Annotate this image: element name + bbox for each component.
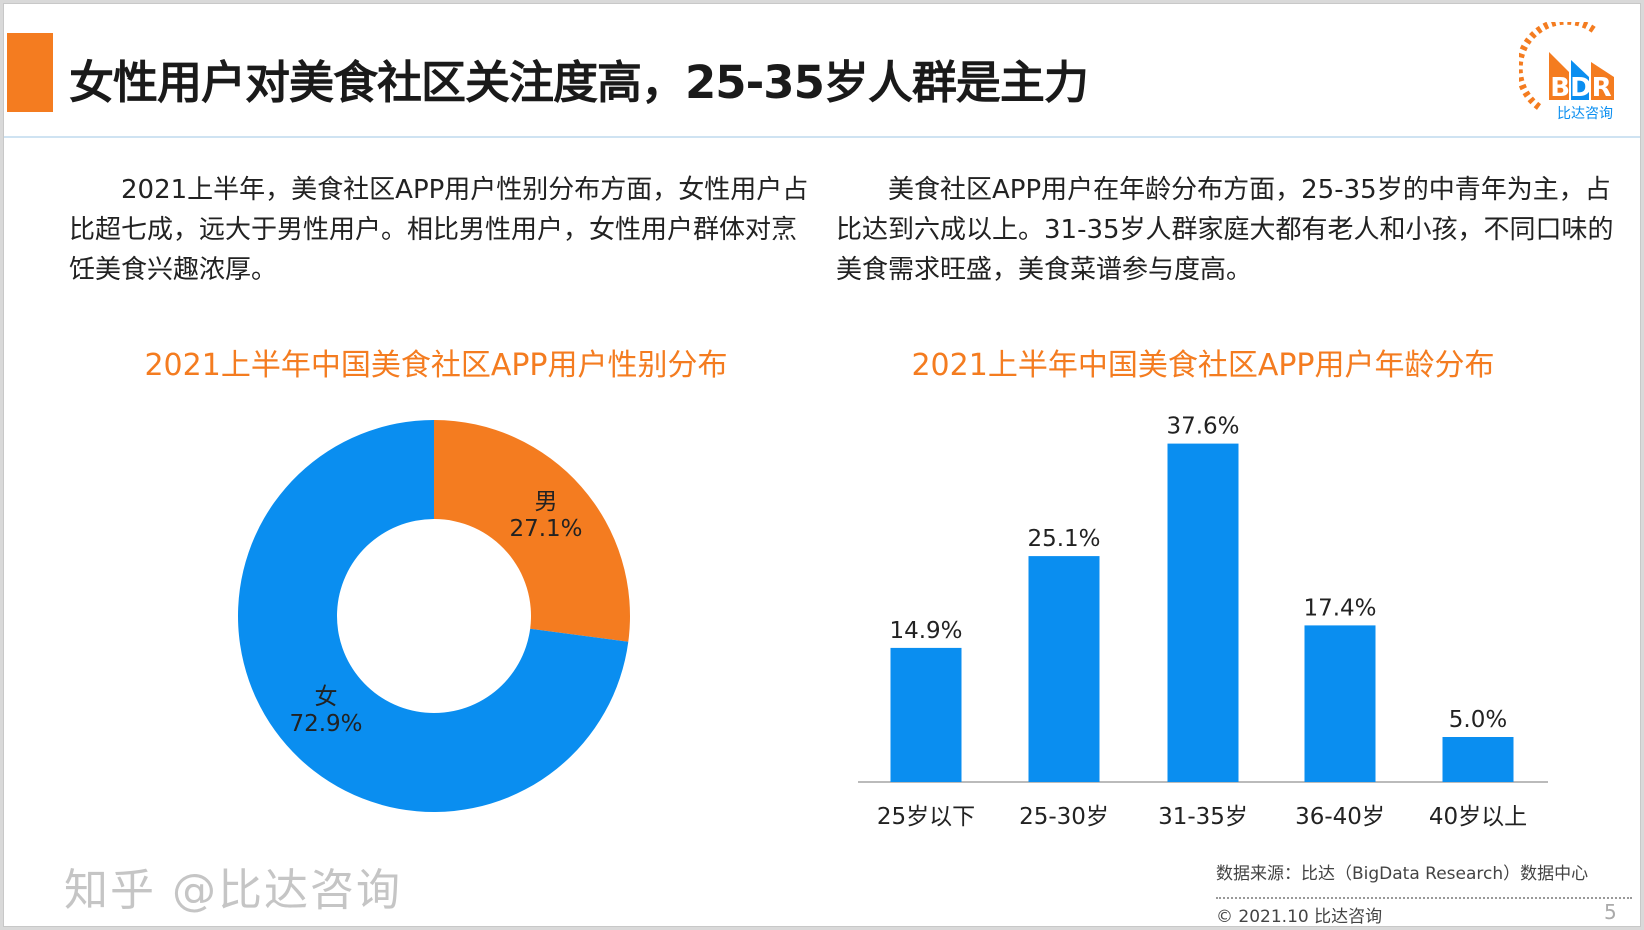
bar-data-label: 25.1% [1027,526,1100,552]
footer-divider [1216,897,1632,899]
slice-value: 27.1% [509,516,582,542]
bar-data-label: 5.0% [1449,707,1507,733]
copyright: © 2021.10 比达咨询 [1216,907,1383,927]
bdr-logo: BDR 比达咨询 [1519,22,1629,122]
bar-data-label: 14.9% [889,618,962,644]
gender-chart-title: 2021上半年中国美食社区APP用户性别分布 [144,348,728,383]
gender-description: 2021上半年，美食社区APP用户性别分布方面，女性用户占比超七成，远大于男性用… [69,175,809,285]
header-divider [4,136,1640,138]
data-source: 数据来源：比达（BigData Research）数据中心 [1216,864,1589,884]
page-number: 5 [1604,900,1617,924]
bar [1028,556,1100,782]
age-chart-title: 2021上半年中国美食社区APP用户年龄分布 [911,348,1495,383]
watermark: 知乎 @比达咨询 [64,865,402,916]
x-tick-label: 25岁以下 [877,804,975,830]
title-accent-bar [7,33,53,112]
charts-canvas: 男27.1% 女72.9% 14.9% 25岁以下 25.1% 25-30岁 37.6% 31… [238,414,1548,830]
age-description: 美食社区APP用户在年龄分布方面，25-35岁的中青年为主，占比达到六成以上。3… [836,175,1614,285]
bar [890,647,962,782]
donut-slice [434,420,630,642]
slice-label: 男 [535,489,558,515]
bar-data-label: 37.6% [1166,414,1239,440]
bar-data-label: 17.4% [1303,595,1376,621]
x-tick-label: 40岁以上 [1429,804,1527,830]
logo-subtitle: 比达咨询 [1557,106,1613,122]
x-tick-label: 31-35岁 [1158,804,1248,830]
donut-slice [238,420,629,812]
bar [1304,625,1376,782]
bar [1167,443,1239,782]
logo-text: BDR [1550,73,1611,103]
slice-value: 72.9% [289,711,362,737]
bar [1442,737,1514,782]
x-tick-label: 36-40岁 [1295,804,1385,830]
slide: 女性用户对美食社区关注度高，25-35岁人群是主力 BDR 比达咨询 2021上半… [3,3,1641,927]
slice-label: 女 [315,684,338,710]
x-tick-label: 25-30岁 [1019,804,1109,830]
page-title: 女性用户对美食社区关注度高，25-35岁人群是主力 [69,56,1089,109]
